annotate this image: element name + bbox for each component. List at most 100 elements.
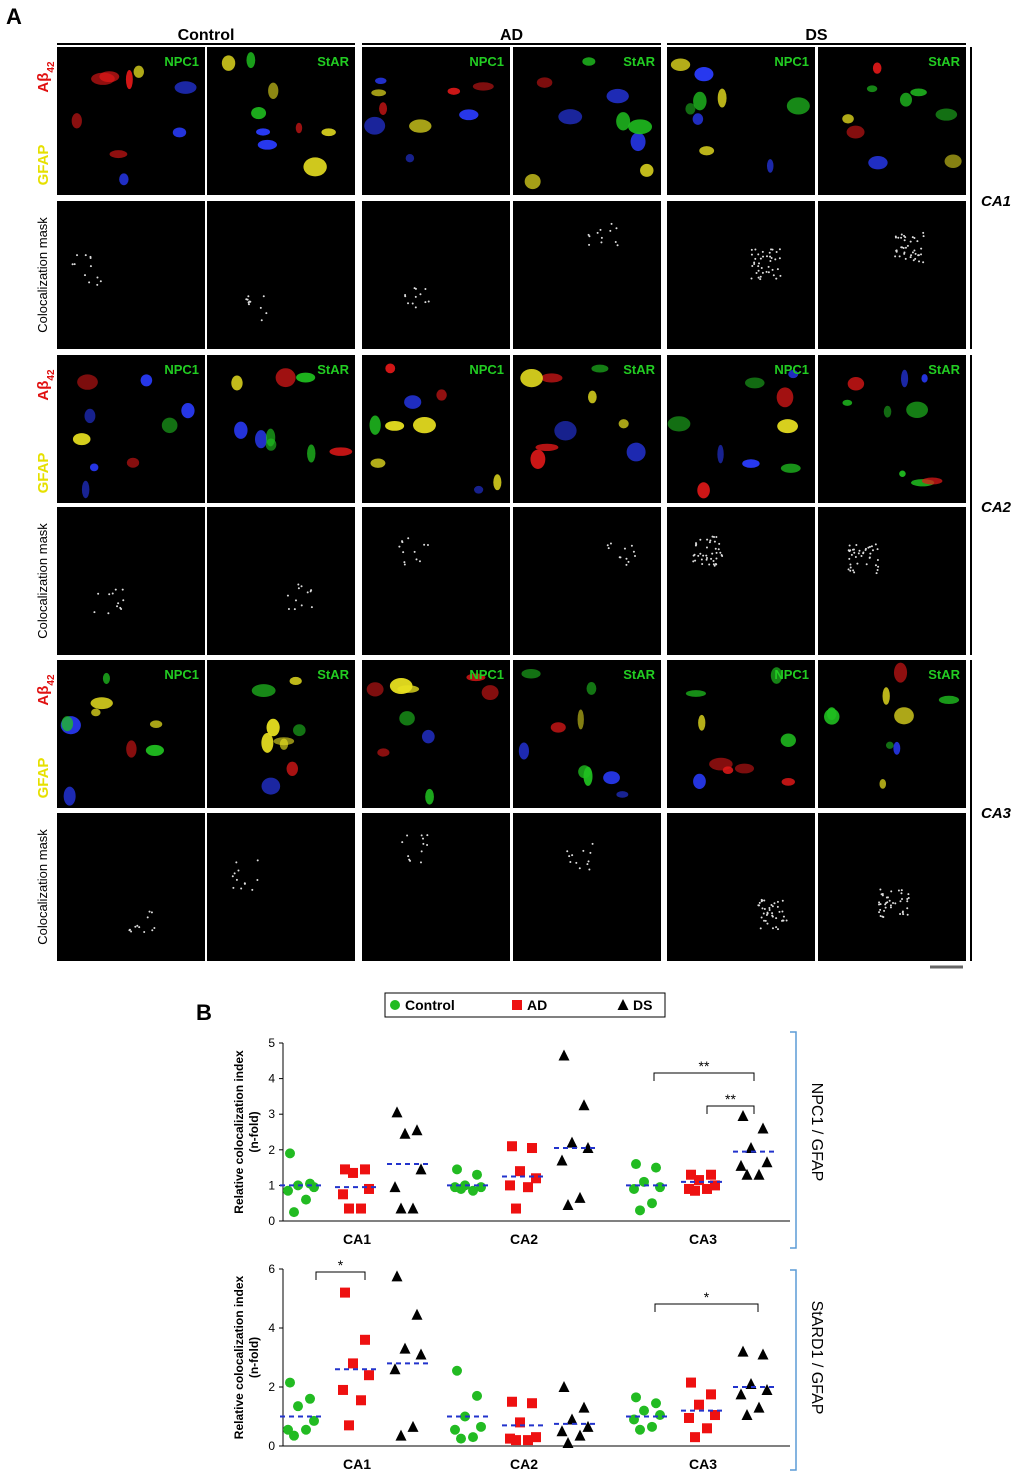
stain-blob <box>588 390 597 404</box>
coloc-dot <box>414 306 417 309</box>
data-point <box>635 1205 645 1216</box>
coloc-dot <box>755 272 758 275</box>
coloc-dot <box>566 850 569 853</box>
stain-blob <box>425 788 434 805</box>
coloc-dot <box>260 319 263 322</box>
coloc-dot <box>407 302 410 305</box>
coloc-dot <box>899 913 902 916</box>
coloc-dot <box>878 901 881 904</box>
stain-blob <box>921 374 928 383</box>
stain-blob <box>842 114 854 124</box>
coloc-dot <box>699 552 702 555</box>
coloc-dot <box>903 251 906 254</box>
data-point <box>340 1287 350 1298</box>
coloc-dot <box>769 255 772 258</box>
coloc-dot <box>906 900 909 903</box>
coloc-dot <box>768 908 771 911</box>
coloc-dot <box>914 252 917 255</box>
stain-blob <box>745 377 765 389</box>
coloc-dot <box>151 929 154 932</box>
stain-blob <box>436 389 447 401</box>
data-point <box>631 1159 641 1170</box>
data-point <box>415 1163 427 1175</box>
stain-blob <box>868 156 888 170</box>
coloc-dot <box>894 235 897 238</box>
stain-blob <box>776 387 794 408</box>
significance-label: ** <box>699 1058 710 1074</box>
coloc-dot <box>881 892 884 895</box>
marker-label: StAR <box>928 667 960 682</box>
data-point <box>761 1383 773 1395</box>
data-point <box>283 1185 293 1196</box>
coloc-dot <box>578 867 581 870</box>
coloc-dot <box>424 288 427 291</box>
coloc-dot <box>715 535 718 538</box>
y-tick-label: 5 <box>268 1036 275 1050</box>
stain-blob <box>709 757 733 771</box>
data-point <box>578 1401 590 1413</box>
data-point <box>411 1308 423 1320</box>
coloc-dot <box>771 248 774 251</box>
coloc-dot <box>868 545 871 548</box>
coloc-dot <box>779 274 782 277</box>
stain-image <box>667 47 815 195</box>
coloc-dot <box>852 548 855 551</box>
data-point <box>629 1183 639 1194</box>
stain-blob <box>882 687 890 705</box>
stain-blob <box>846 125 865 139</box>
coloc-dot <box>246 298 249 301</box>
data-point <box>702 1423 712 1434</box>
data-point <box>741 1409 753 1421</box>
coloc-dot <box>76 254 79 257</box>
chart: 0 2 4 6 CA1 CA2 CA3 Relative colocalization ind… <box>232 1257 825 1472</box>
data-point <box>507 1396 517 1407</box>
coloc-dot <box>708 541 711 544</box>
coloc-dot <box>884 906 887 909</box>
y-tick-label: 0 <box>268 1214 275 1228</box>
data-point <box>338 1384 348 1395</box>
stain-blob <box>667 416 691 432</box>
coloc-dot <box>606 544 609 547</box>
coloc-dot <box>879 915 882 918</box>
coloc-dot <box>874 564 877 567</box>
coloc-dot <box>765 913 768 916</box>
stain-blob <box>91 708 101 717</box>
coloc-dot <box>848 557 851 560</box>
coloc-dot <box>759 275 762 278</box>
coloc-dot <box>757 253 760 256</box>
coloc-dot <box>881 894 884 897</box>
coloc-dot <box>407 855 410 858</box>
coloc-dot <box>876 548 879 551</box>
mask-image <box>207 201 355 349</box>
data-point <box>566 1136 578 1148</box>
stain-blob <box>628 119 653 135</box>
coloc-dot <box>108 593 111 596</box>
stain-blob <box>885 741 894 749</box>
mask-image <box>818 507 966 655</box>
data-point <box>450 1424 460 1435</box>
stain-blob <box>777 419 798 434</box>
coloc-dot <box>875 572 878 575</box>
coloc-dot <box>906 907 909 910</box>
coloc-dot <box>900 892 903 895</box>
data-point <box>562 1198 574 1210</box>
column-header: AD <box>500 27 523 44</box>
coloc-dot <box>596 231 599 234</box>
stain-blob <box>63 786 76 806</box>
stain-blob <box>847 377 865 391</box>
stain-blob <box>866 85 878 93</box>
coloc-dot <box>588 235 591 238</box>
coloc-dot <box>117 602 120 605</box>
y-tick-label: 6 <box>268 1262 275 1276</box>
side-bracket <box>790 1269 797 1471</box>
coloc-dot <box>884 903 887 906</box>
stain-blob <box>742 459 760 468</box>
data-point <box>468 1185 478 1196</box>
coloc-dot <box>575 861 578 864</box>
coloc-dot <box>402 551 405 554</box>
stain-blob <box>409 119 432 133</box>
coloc-dot <box>892 902 895 905</box>
data-point <box>631 1392 641 1403</box>
coloc-dot <box>894 255 897 258</box>
